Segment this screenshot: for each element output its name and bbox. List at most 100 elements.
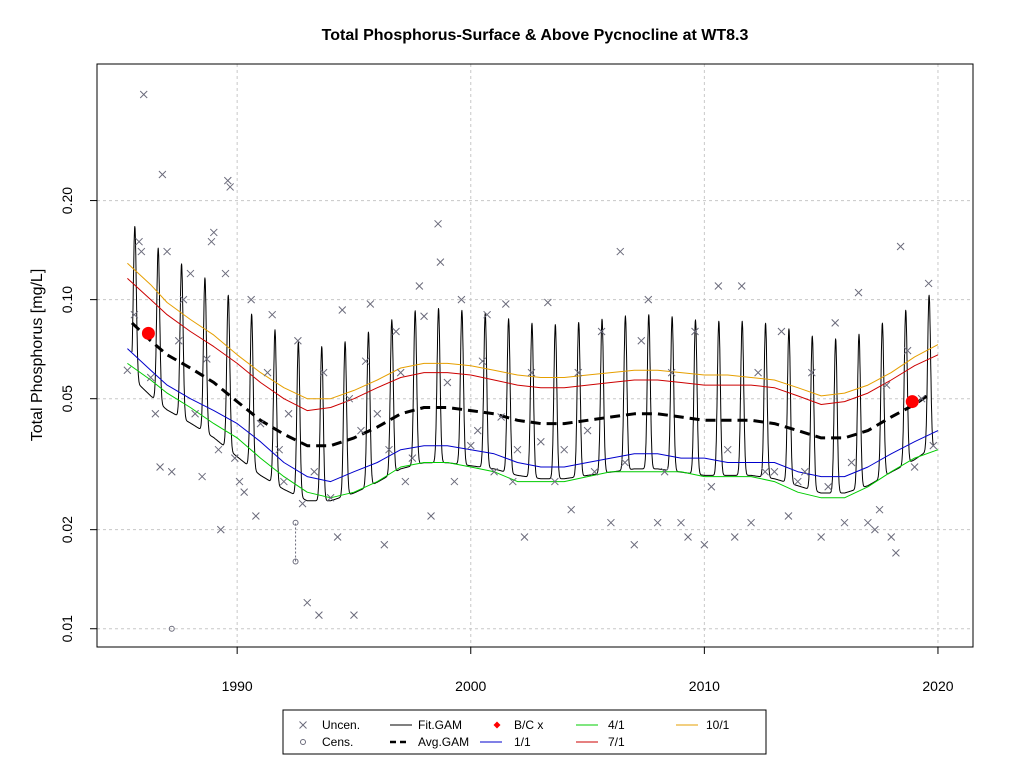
- uncensored-point: [864, 518, 872, 527]
- uncensored-point-stroke: [660, 467, 669, 476]
- uncensored-point-stroke: [345, 394, 354, 403]
- uncensored-point: [653, 518, 662, 527]
- uncensored-point: [158, 170, 167, 179]
- uncensored-point: [214, 445, 223, 454]
- y-tick-label: 0.05: [59, 385, 75, 412]
- uncensored-point: [543, 298, 552, 307]
- uncensored-point-stroke: [483, 310, 491, 319]
- uncensored-point: [345, 394, 354, 403]
- legend-label: Avg.GAM: [418, 735, 469, 749]
- uncensored-point: [527, 368, 536, 377]
- grid-lines: [97, 64, 973, 647]
- uncensored-point: [420, 312, 428, 321]
- uncensored-point: [380, 540, 389, 549]
- uncensored-point: [644, 295, 653, 304]
- uncensored-point: [156, 463, 164, 471]
- uncensored-point-stroke: [473, 426, 482, 435]
- uncensored-point: [929, 441, 938, 450]
- uncensored-point: [831, 319, 840, 327]
- uncensored-point-stroke: [854, 288, 863, 297]
- uncensored-point: [333, 533, 342, 541]
- uncensored-point-stroke: [761, 467, 769, 476]
- uncensored-point: [202, 355, 211, 363]
- uncensored-point: [450, 477, 459, 486]
- uncensored-point: [807, 368, 816, 377]
- uncensored-point: [216, 525, 225, 534]
- uncensored-point-stroke: [214, 445, 223, 454]
- uncensored-point-stroke: [163, 247, 171, 256]
- x-tick-label: 2010: [689, 678, 720, 694]
- uncensored-point: [677, 518, 685, 527]
- uncensored-point-stroke: [616, 247, 625, 256]
- uncensored-point: [478, 357, 487, 366]
- censored-point: [292, 519, 299, 526]
- series-layer: [127, 226, 939, 502]
- uncensored-point: [298, 499, 307, 508]
- uncensored-point-stroke: [691, 327, 699, 336]
- uncensored-point-stroke: [268, 310, 277, 319]
- uncensored-point-stroke: [847, 458, 856, 467]
- uncensored-point-stroke: [401, 477, 410, 486]
- uncensored-point: [443, 378, 452, 387]
- uncensored-point: [660, 467, 669, 476]
- uncensored-point: [707, 482, 716, 491]
- uncensored-point: [251, 512, 260, 520]
- x-tick-label: 1990: [222, 678, 253, 694]
- uncensored-point-stroke: [543, 298, 552, 307]
- uncensored-point: [179, 295, 188, 304]
- uncensored-point: [392, 327, 400, 336]
- uncensored-point: [146, 373, 155, 382]
- series-7-1-line: [127, 278, 939, 412]
- avg-gam-line: [130, 321, 932, 448]
- legend-label: B/C x: [514, 718, 543, 732]
- uncensored-point: [871, 525, 879, 534]
- uncensored-point: [892, 549, 900, 557]
- uncensored-point: [230, 454, 239, 462]
- uncensored-point: [209, 228, 218, 237]
- legend-label: Cens.: [322, 735, 353, 749]
- uncensored-point-stroke: [723, 445, 732, 454]
- uncensored-point: [137, 247, 146, 256]
- uncensored-point: [263, 368, 272, 377]
- uncensored-point: [373, 409, 382, 418]
- uncensored-point-stroke: [478, 357, 487, 366]
- uncensored-point: [840, 518, 849, 527]
- uncensored-point: [637, 336, 646, 345]
- uncensored-point-stroke: [139, 90, 148, 99]
- uncensored-point-stroke: [700, 540, 709, 549]
- legend-label: 7/1: [608, 735, 625, 749]
- y-tick-label: 0.20: [59, 187, 75, 214]
- uncensored-point: [536, 437, 545, 446]
- points-layer: [123, 90, 938, 632]
- uncensored-point-stroke: [903, 346, 912, 355]
- uncensored-point: [607, 518, 615, 527]
- uncensored-point-stroke: [583, 426, 592, 435]
- uncensored-point-stroke: [784, 512, 793, 520]
- uncensored-point-stroke: [508, 477, 517, 486]
- uncensored-point-stroke: [840, 518, 849, 527]
- uncensored-point-stroke: [366, 300, 375, 308]
- uncensored-point-stroke: [263, 368, 272, 377]
- uncensored-point: [560, 445, 569, 454]
- uncensored-point-stroke: [361, 357, 370, 366]
- y-axis: 0.01 0.02 0.05 0.10 0.20: [59, 187, 97, 642]
- uncensored-point-stroke: [551, 477, 559, 486]
- uncensored-point: [338, 306, 347, 314]
- uncensored-point-stroke: [146, 373, 155, 382]
- uncensored-point-stroke: [275, 445, 284, 454]
- uncensored-point-stroke: [824, 482, 833, 491]
- legend-item: Avg.GAM: [390, 735, 469, 749]
- legend: Uncen. Cens. Fit.GAM Avg.GAM B/C x 1/1 4/1 7/1 1…: [282, 709, 767, 755]
- uncensored-point: [737, 282, 746, 290]
- uncensored-point-stroke: [174, 336, 183, 345]
- censored-point: [168, 625, 175, 632]
- uncensored-point-stroke: [621, 458, 629, 467]
- uncensored-point-stroke: [198, 472, 206, 481]
- uncensored-point-stroke: [527, 368, 536, 377]
- uncensored-point-stroke: [202, 355, 211, 363]
- legend-item: 10/1: [676, 718, 730, 732]
- uncensored-point: [882, 381, 891, 389]
- uncensored-point: [326, 493, 335, 502]
- legend-circle-icon: [300, 739, 306, 745]
